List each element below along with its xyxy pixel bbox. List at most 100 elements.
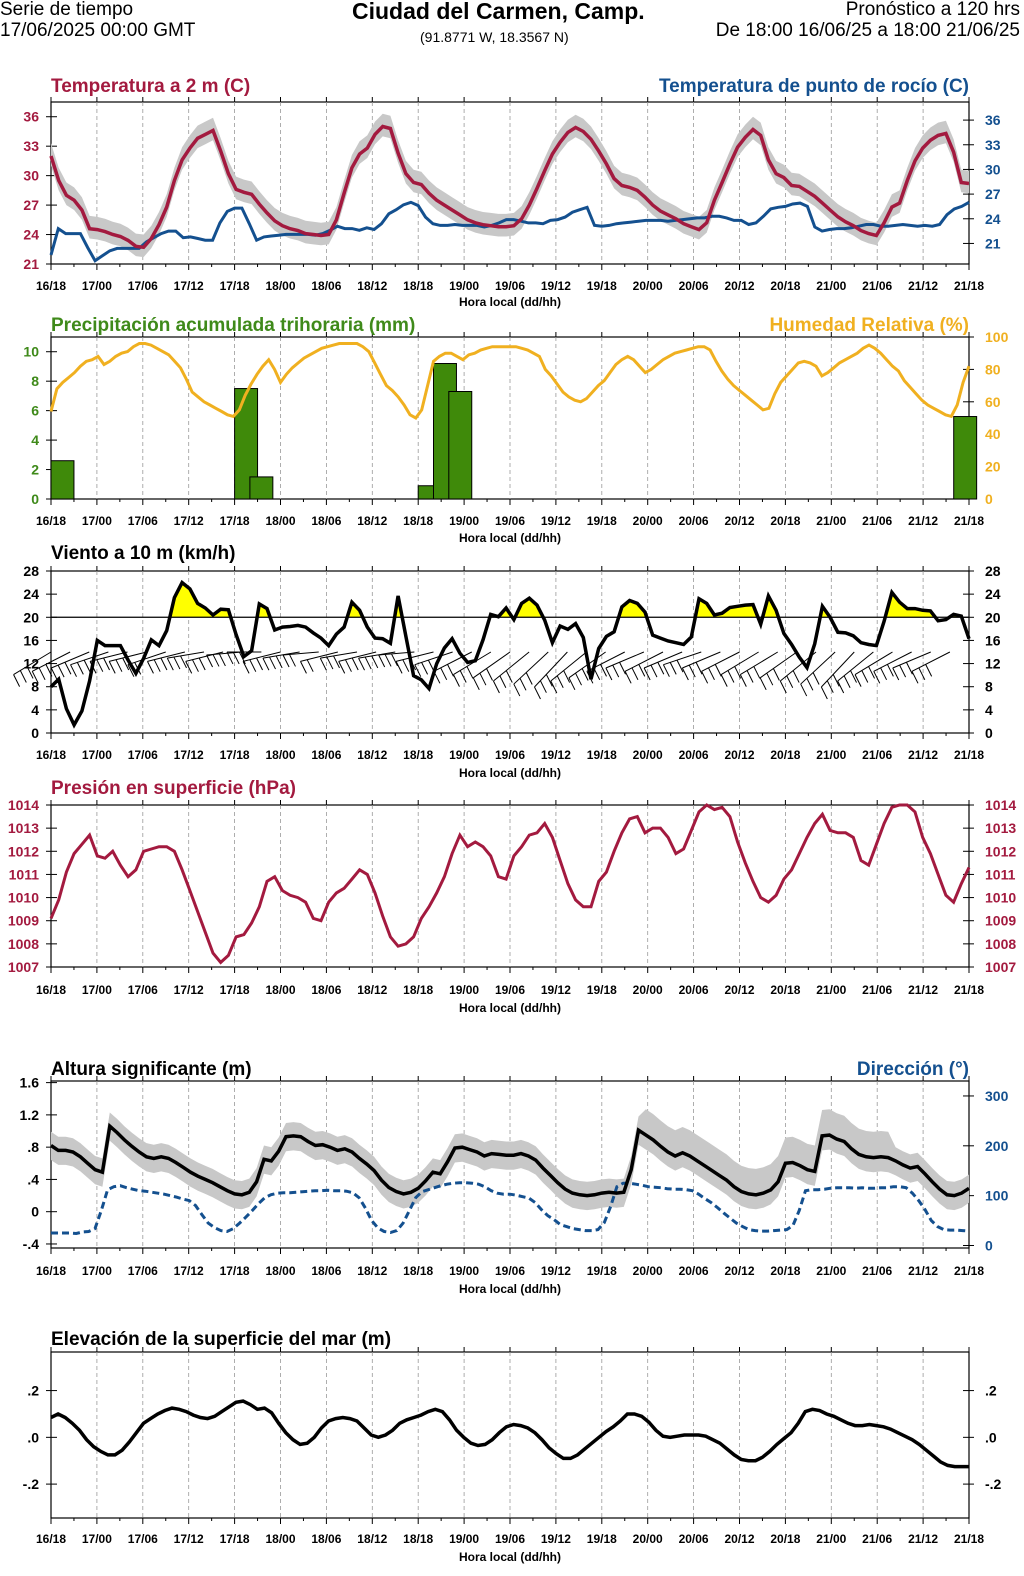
wind-barb-staff	[740, 651, 779, 676]
temp-y-tick-label: 30	[23, 168, 39, 184]
precip-x-tick-label: 19/12	[541, 514, 571, 528]
wind-x-tick-label: 19/18	[587, 748, 617, 762]
wind-barb-staff	[473, 651, 511, 679]
wind-barb-feather	[612, 664, 620, 678]
wind-barb-feather	[13, 674, 21, 687]
waves-x-axis-label: Hora local (dd/hh)	[459, 1282, 561, 1296]
waves-title: Altura significante (m)	[51, 1059, 252, 1080]
precip-y-tick-label: 6	[31, 403, 39, 419]
wind-barb	[453, 651, 492, 687]
wind-barb-feather	[873, 671, 881, 684]
waves-x-tick-label: 18/18	[403, 1264, 433, 1278]
wind-barb	[70, 651, 109, 677]
wind-barb-feather	[492, 680, 500, 694]
pressure-x-tick-label: 17/12	[174, 983, 204, 997]
wind-x-tick-label: 18/00	[265, 748, 295, 762]
wind-threshold-fill	[515, 598, 544, 618]
wind-barb-feather	[759, 677, 767, 691]
temp-spread-band	[51, 113, 969, 258]
wind-barb-feather	[453, 674, 460, 687]
wind-barb-staff	[453, 651, 492, 676]
wind-barb-feather	[600, 664, 607, 677]
forecast-period: De 18:00 16/06/25 a 18:00 21/06/25	[715, 20, 1020, 41]
wind-barb-staff	[513, 651, 549, 685]
wind-barb-feather	[479, 672, 487, 686]
precip-x-tick-label: 19/00	[449, 514, 479, 528]
precip-bar	[953, 416, 978, 500]
wind-barb	[338, 651, 377, 674]
wind-x-tick-label: 20/06	[679, 748, 709, 762]
wind-barb-feather	[650, 664, 658, 678]
wind-barb-feather	[64, 662, 72, 675]
wind-y-tick-label-right: 24	[985, 586, 1001, 602]
sealevel-x-tick-label: 19/00	[449, 1532, 479, 1546]
wind-y-tick-label-right: 12	[985, 656, 1001, 672]
wind-barb-staff	[663, 651, 702, 666]
precip-x-axis-label: Hora local (dd/hh)	[459, 531, 561, 545]
wind-y-tick-label-right: 8	[985, 679, 993, 695]
wind-barb-staff	[32, 651, 71, 672]
waves-x-tick-label: 18/12	[357, 1264, 387, 1278]
temp-x-tick-label: 21/12	[908, 279, 938, 293]
wind-barb	[472, 651, 511, 691]
wind-barb-staff	[820, 651, 855, 688]
wind-barb-staff	[395, 651, 434, 662]
wind-barb	[185, 651, 224, 674]
precip-bar	[234, 388, 259, 500]
precip-title-right: Humedad Relativa (%)	[769, 315, 969, 336]
wind-barb-staff	[433, 651, 472, 672]
wind-barb-feather	[447, 664, 454, 677]
wind-barb	[242, 651, 281, 674]
precip-x-tick-label: 20/12	[724, 514, 754, 528]
wind-barb	[282, 651, 319, 668]
wind-threshold-fill	[762, 595, 779, 618]
wind-barb-feather	[306, 659, 314, 672]
wind-barb-feather	[166, 657, 174, 671]
pressure-x-tick-label: 21/12	[908, 983, 938, 997]
wind-x-tick-label: 18/12	[357, 748, 387, 762]
precip-x-tick-label: 20/00	[633, 514, 663, 528]
wind-barb-feather	[351, 657, 359, 671]
wind-barb	[262, 651, 300, 671]
wind-barb-feather	[575, 672, 582, 686]
temperature-series-line	[49, 124, 970, 250]
wind-barb-staff	[206, 651, 243, 656]
pressure-y-tick-label: 1008	[8, 936, 39, 952]
temp-x-tick-label: 18/18	[403, 279, 433, 293]
temp-x-tick-label: 21/18	[954, 279, 984, 293]
precip-y-tick-label: 8	[31, 373, 39, 389]
wind-barb-feather	[76, 662, 84, 675]
wind-barb-feather	[779, 680, 787, 694]
wind-x-tick-label: 18/18	[403, 748, 433, 762]
pressure-x-tick-label: 17/00	[82, 983, 112, 997]
precip-x-tick-label: 18/12	[357, 514, 387, 528]
wind-barb-staff	[682, 651, 721, 669]
wind-barb-staff	[414, 651, 453, 666]
wind-x-tick-label: 19/12	[541, 748, 571, 762]
wind-barb-feather	[499, 675, 507, 689]
wind-barb-feather	[402, 659, 410, 672]
precip-y-tick-label: 10	[23, 344, 39, 360]
sealevel-x-tick-label: 20/12	[724, 1532, 754, 1546]
pressure-x-tick-label: 19/12	[541, 983, 571, 997]
wind-y-tick-label-right: 4	[985, 702, 993, 718]
pressure-x-tick-label: 17/06	[128, 983, 158, 997]
wind-barb-feather	[147, 661, 154, 674]
sealevel-x-tick-label: 21/12	[908, 1532, 938, 1546]
wind-barb-feather	[800, 683, 808, 697]
wind-y-tick-label-right: 16	[985, 632, 1001, 648]
wind-barb-feather	[115, 659, 123, 672]
precip-x-tick-label: 21/06	[862, 514, 892, 528]
wind-x-tick-label: 17/18	[220, 748, 250, 762]
wind-barb-feather	[45, 664, 53, 677]
wind-barb-feather	[727, 670, 735, 683]
wind-barb	[681, 651, 721, 681]
wind-barb-feather	[38, 667, 46, 681]
forecast-datetime: 17/06/2025 00:00 GMT	[0, 20, 196, 41]
temp-x-tick-label: 19/06	[495, 279, 525, 293]
wind-barb-staff	[13, 651, 52, 676]
wind-barb-feather	[681, 667, 689, 681]
wind-barb	[643, 651, 683, 681]
wind-barb-feather	[619, 662, 627, 675]
